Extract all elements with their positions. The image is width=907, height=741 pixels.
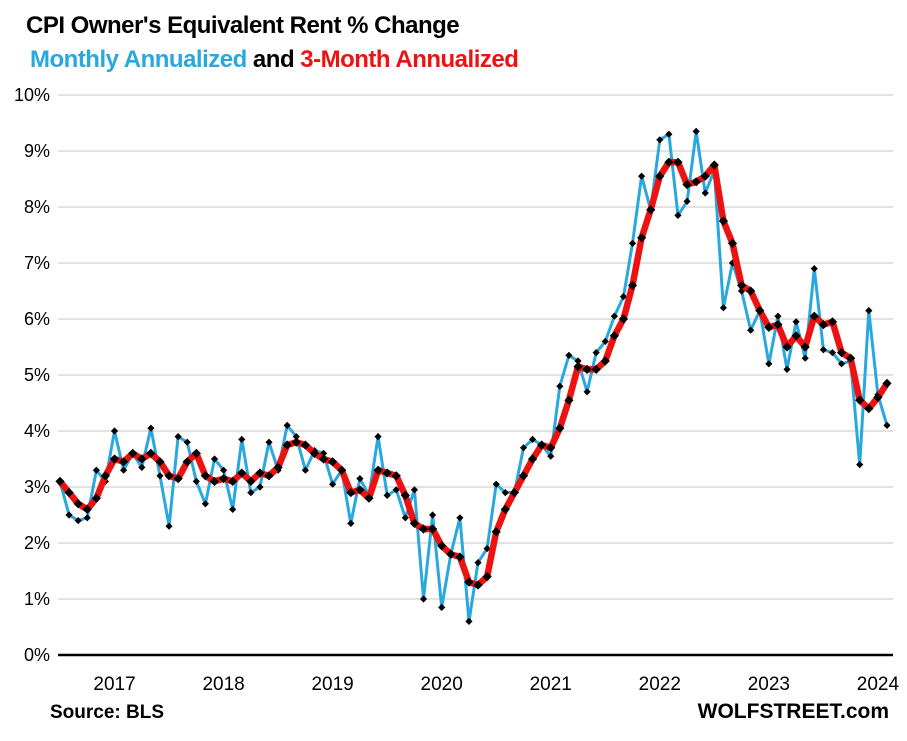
y-axis-label: 3% [24, 477, 50, 497]
source-label: Source: BLS [50, 702, 165, 723]
y-axis-label: 7% [24, 253, 50, 273]
x-axis-label: 2024 [857, 674, 900, 695]
x-axis-label: 2021 [530, 674, 572, 695]
y-axis-label: 8% [24, 197, 50, 217]
y-axis-label: 10% [14, 85, 50, 105]
monthly-annualized-line [58, 129, 889, 623]
legend-3-month-annualized: 3-Month Annualized [300, 46, 519, 73]
y-axis-label: 1% [24, 589, 50, 609]
y-axis-label: 2% [24, 533, 50, 553]
chart-subtitle: Monthly Annualized and 3-Month Annualize… [30, 46, 519, 74]
wolfstreet-brand: WOLFSTREET.com [697, 700, 889, 723]
y-axis-label: 0% [24, 645, 50, 665]
legend-separator: and [246, 46, 301, 73]
three-month-annualized-markers [55, 157, 892, 590]
chart-title: CPI Owner's Equivalent Rent % Change [26, 12, 460, 39]
y-axis-label: 9% [24, 141, 50, 161]
x-axis-label: 2017 [93, 674, 135, 695]
y-axis-label: 6% [24, 309, 50, 329]
x-axis-label: 2023 [748, 674, 790, 695]
y-axis-label: 5% [24, 365, 50, 385]
x-axis-label: 2019 [311, 674, 353, 695]
x-axis-label: 2018 [202, 674, 244, 695]
x-axis-label: 2022 [639, 674, 681, 695]
three-month-annualized-line [56, 158, 891, 589]
legend-monthly-annualized: Monthly Annualized [30, 46, 247, 73]
x-axis-label: 2020 [421, 674, 463, 695]
monthly-annualized-markers [56, 127, 891, 626]
y-axis-label: 4% [24, 421, 50, 441]
